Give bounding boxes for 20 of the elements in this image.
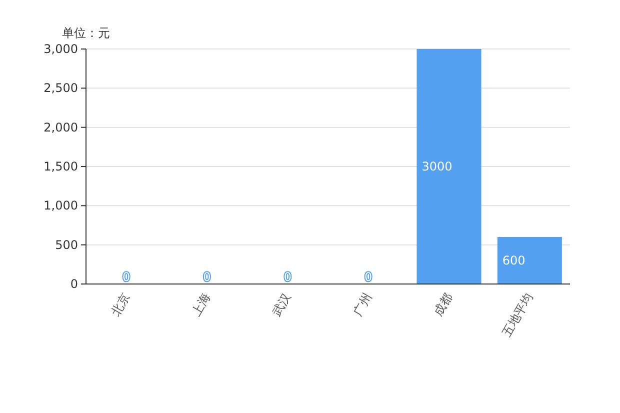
y-tick-label: 2,000 <box>44 120 78 134</box>
data-label: 0 <box>122 270 130 284</box>
x-tick-label: 武汉 <box>270 290 294 318</box>
y-tick-label: 500 <box>55 238 78 252</box>
y-tick-label: 1,500 <box>44 160 78 174</box>
x-tick-label: 五地平均 <box>500 290 536 340</box>
y-tick-label: 2,500 <box>44 81 78 96</box>
y-tick-label: 3,000 <box>44 42 78 56</box>
x-tick-label: 北京 <box>108 290 132 318</box>
data-label: 3000 <box>422 160 452 174</box>
x-tick-label: 广州 <box>350 290 374 318</box>
data-label: 0 <box>364 270 372 284</box>
y-tick-label: 1,000 <box>44 198 78 213</box>
y-axis-title: 单位：元 <box>62 26 110 40</box>
data-label: 0 <box>284 270 292 284</box>
data-label: 600 <box>502 254 526 268</box>
data-label: 0 <box>203 270 211 284</box>
y-tick-label: 0 <box>70 277 78 291</box>
x-tick-label: 成都 <box>430 290 456 318</box>
x-tick-label: 上海 <box>188 290 214 318</box>
